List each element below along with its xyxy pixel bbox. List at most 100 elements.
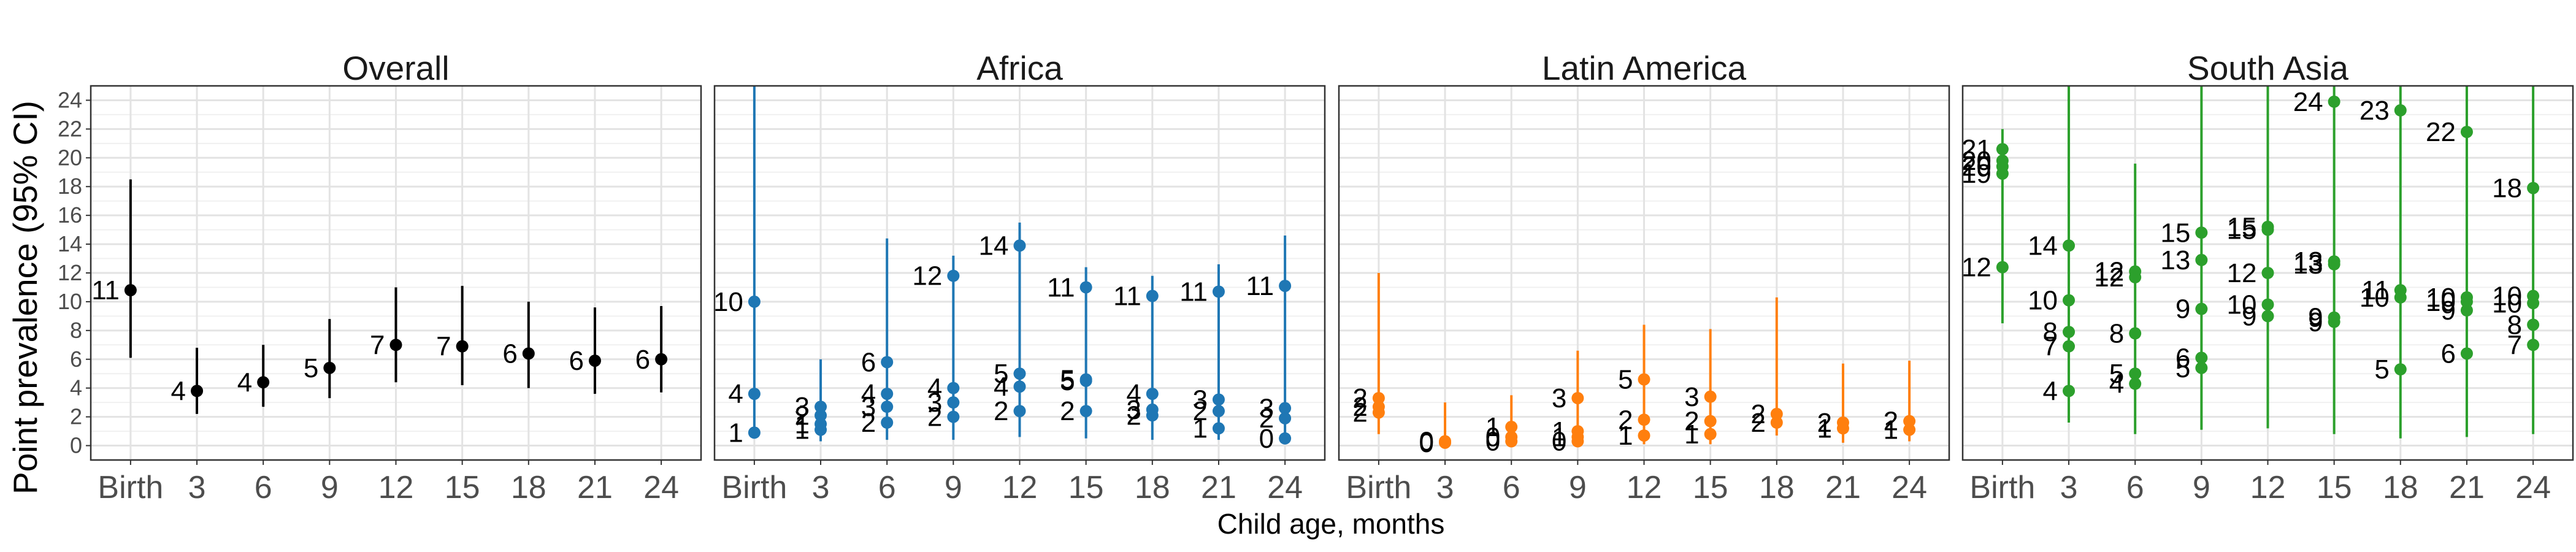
panel-title: Africa — [976, 49, 1063, 87]
data-point — [1372, 406, 1385, 419]
x-tick-label: 3 — [812, 470, 830, 505]
data-point — [2527, 318, 2540, 331]
data-label: 4 — [927, 374, 942, 404]
x-tick-label: 15 — [2317, 470, 2352, 505]
data-point — [748, 295, 761, 308]
data-point — [2063, 239, 2076, 252]
x-tick-label: 24 — [1892, 470, 1927, 505]
data-label: 7 — [2043, 332, 2058, 362]
data-label: 8 — [2109, 319, 2124, 349]
x-tick-label: 21 — [1201, 470, 1236, 505]
data-label: 2 — [1884, 407, 1898, 437]
data-label: 1 — [728, 418, 743, 448]
data-label: 5 — [2109, 359, 2124, 389]
data-point — [323, 361, 336, 374]
data-point — [2328, 95, 2340, 108]
x-tick-label: 12 — [2250, 470, 2286, 505]
data-label: 11 — [2361, 275, 2390, 305]
data-label: 1 — [795, 409, 810, 439]
data-label: 1 — [1884, 415, 1898, 445]
data-point — [1013, 380, 1026, 393]
data-label: 3 — [927, 388, 942, 418]
data-label: 9 — [2440, 296, 2455, 326]
data-point — [1770, 416, 1783, 429]
data-point — [947, 396, 960, 409]
data-label: 1 — [1618, 421, 1633, 451]
data-point — [1212, 393, 1225, 406]
data-point — [1013, 367, 1026, 380]
data-label: 10 — [2492, 282, 2522, 312]
data-label: 2 — [1352, 383, 1367, 413]
data-label: 11 — [91, 275, 120, 305]
x-axis-title: Child age, months — [1217, 508, 1445, 540]
x-tick-label: 12 — [1627, 470, 1662, 505]
x-tick-label: Birth — [98, 470, 163, 505]
data-label: 6 — [2175, 343, 2190, 373]
data-point — [1903, 423, 1916, 436]
data-point — [1638, 429, 1650, 442]
data-label: 3 — [1192, 385, 1207, 415]
x-tick-label: 12 — [1002, 470, 1038, 505]
x-tick-label: 18 — [1135, 470, 1170, 505]
x-tick-label: 21 — [1825, 470, 1861, 505]
data-label: 2 — [1817, 408, 1831, 438]
x-tick-label: 6 — [2126, 470, 2144, 505]
data-point — [2063, 326, 2076, 339]
data-label: 4 — [237, 367, 252, 397]
y-tick-label: 6 — [70, 347, 82, 372]
data-label: 12 — [2094, 257, 2124, 287]
data-point — [588, 355, 601, 367]
data-label: 2 — [861, 408, 876, 438]
data-label: 3 — [861, 392, 876, 422]
data-point — [748, 426, 761, 439]
data-point — [2460, 295, 2473, 308]
data-label: 15 — [2227, 215, 2257, 245]
data-label: 10 — [2359, 283, 2390, 313]
data-point — [2129, 377, 2142, 390]
data-label: 6 — [861, 347, 876, 377]
y-tick-label: 10 — [58, 289, 82, 314]
data-label: 3 — [1126, 395, 1141, 425]
data-point — [1903, 415, 1916, 427]
data-point — [2328, 315, 2340, 328]
data-point — [2460, 347, 2473, 360]
data-label: 2 — [1750, 399, 1765, 429]
data-point — [1505, 421, 1518, 434]
x-tick-label: 18 — [511, 470, 546, 505]
data-label: 1 — [1485, 412, 1500, 442]
data-label: 2 — [1126, 401, 1141, 431]
data-label: 0 — [1485, 427, 1500, 457]
data-label: 9 — [2175, 294, 2190, 324]
data-point — [815, 423, 827, 436]
data-label: 20 — [1961, 151, 1991, 182]
data-point — [881, 356, 894, 369]
data-point — [1079, 281, 1092, 294]
data-point — [2261, 310, 2274, 323]
data-point — [2129, 327, 2142, 340]
x-tick-label: 24 — [1267, 470, 1303, 505]
data-label: 4 — [2109, 369, 2124, 399]
data-point — [2195, 226, 2208, 239]
panel-title: Latin America — [1542, 49, 1747, 87]
data-label: 5 — [1060, 365, 1075, 395]
data-point — [1571, 392, 1584, 405]
data-point — [881, 416, 894, 429]
y-tick-label: 4 — [70, 375, 82, 401]
data-label: 4 — [171, 376, 186, 406]
data-point — [881, 388, 894, 401]
panel-border — [90, 85, 702, 461]
y-tick-label: 12 — [58, 260, 82, 285]
data-point — [1996, 143, 2009, 156]
data-label: 10 — [2426, 287, 2456, 317]
x-tick-label: 12 — [378, 470, 414, 505]
data-label: 2 — [1060, 396, 1075, 426]
data-label: 0 — [1485, 422, 1500, 452]
data-label: 10 — [2227, 290, 2257, 320]
data-label: 8 — [2507, 310, 2522, 340]
data-label: 1 — [795, 415, 810, 445]
data-point — [815, 409, 827, 422]
data-label: 12 — [2094, 263, 2124, 293]
